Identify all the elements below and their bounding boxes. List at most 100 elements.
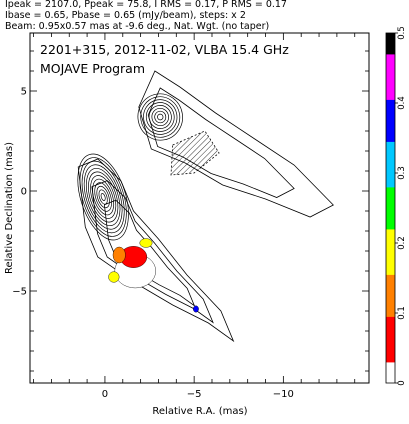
colorbar-tick-label: 0.1 [397, 306, 407, 320]
colorbar-band [386, 379, 395, 384]
colorbar-band [386, 250, 395, 254]
colorbar-band [386, 274, 395, 279]
colorbar-band [386, 204, 395, 209]
negative-contour [170, 130, 220, 176]
core-contour [90, 175, 117, 219]
colorbar-band [386, 57, 395, 62]
colorbar-tick-label: 0.4 [397, 96, 407, 110]
colorbar-band [386, 285, 395, 289]
header-beam-line: Beam: 0.95x0.57 mas at -9.6 deg., Nat. W… [5, 21, 270, 32]
colorbar-band [386, 222, 395, 226]
colorbar-band [386, 173, 395, 177]
y-tick-label: 5 [21, 87, 27, 98]
colorbar-band [386, 362, 395, 366]
map-title: 2201+315, 2012-11-02, VLBA 15.4 GHz [40, 42, 289, 57]
colorbar-band [386, 306, 395, 310]
colorbar-band [386, 309, 395, 314]
colorbar-band [386, 148, 395, 153]
y-axis-label: Relative Declination (mas) [4, 142, 15, 274]
colorbar-band [386, 239, 395, 244]
jet-contour [91, 180, 214, 324]
colorbar-band [386, 124, 395, 128]
colorbar-band [386, 211, 395, 216]
colorbar-band [386, 320, 395, 324]
colorbar-band [386, 64, 395, 69]
colorbar-band [386, 134, 395, 139]
header-stats-line: Ipeak = 2107.0, Ppeak = 75.8, I RMS = 0.… [5, 0, 287, 10]
colorbar-band [386, 236, 395, 240]
colorbar-band [386, 334, 395, 338]
colorbar-band [386, 120, 395, 125]
colorbar-band [386, 47, 395, 51]
colorbar-band [386, 351, 395, 356]
colorbar-band [386, 190, 395, 195]
core-contour [92, 178, 115, 216]
colorbar-band [386, 75, 395, 79]
core-contour [81, 160, 125, 234]
x-tick-label: −5 [187, 389, 202, 400]
colorbar-band [386, 257, 395, 261]
colorbar-band [386, 292, 395, 296]
colorbar-band [386, 71, 395, 76]
knot-contour [151, 107, 169, 127]
colorbar-band [386, 355, 395, 359]
colorbar-band [386, 369, 395, 373]
core-contour [88, 171, 119, 223]
colorbar-band [386, 187, 395, 191]
y-tick-label: −5 [12, 287, 27, 298]
colorbar-band [386, 36, 395, 41]
colorbar-band [386, 327, 395, 331]
colorbar-band [386, 176, 395, 181]
colorbar-band [386, 278, 395, 282]
colorbar-band [386, 358, 395, 363]
colorbar-band [386, 215, 395, 219]
colorbar-band [386, 246, 395, 251]
colorbar-band [386, 243, 395, 247]
colorbar-band [386, 253, 395, 258]
colorbar-band [386, 299, 395, 303]
colorbar-band [386, 61, 395, 65]
colorbar-band [386, 85, 395, 90]
core-contour [100, 193, 106, 201]
colorbar-band [386, 260, 395, 265]
core-contour [98, 189, 108, 205]
colorbar-band [386, 82, 395, 86]
header-base-line: Ibase = 0.65, Pbase = 0.65 (mJy/beam), s… [5, 10, 246, 21]
colorbar-band [386, 341, 395, 345]
colorbar-band [386, 232, 395, 237]
colorbar-band [386, 295, 395, 300]
colorbar-band [386, 152, 395, 156]
colorbar-band [386, 166, 395, 170]
extended-jet-contour [147, 87, 295, 198]
colorbar-band [386, 267, 395, 272]
polarization-patch [193, 305, 199, 313]
colorbar-band [386, 197, 395, 202]
colorbar-band [386, 229, 395, 233]
polarization-patch [108, 271, 120, 283]
colorbar-band [386, 54, 395, 58]
colorbar-band [386, 78, 395, 83]
colorbar-band [386, 337, 395, 342]
colorbar-tick-label: 0.3 [397, 166, 407, 180]
core-contour [83, 164, 123, 230]
colorbar-band [386, 68, 395, 72]
x-tick-label: −10 [273, 389, 294, 400]
knot-contour [143, 99, 178, 135]
colorbar-band [386, 162, 395, 167]
knot-contour [137, 93, 183, 141]
x-axis-label: Relative R.A. (mas) [152, 406, 247, 417]
colorbar-band [386, 96, 395, 100]
colorbar-band [386, 117, 395, 121]
colorbar-band [386, 271, 395, 275]
colorbar-band [386, 183, 395, 188]
polarization-patch [139, 238, 153, 248]
colorbar-band [386, 281, 395, 286]
colorbar-band [386, 194, 395, 198]
knot-contour [148, 105, 172, 129]
colorbar-band [386, 225, 395, 230]
core-contour [85, 167, 121, 227]
colorbar-band [386, 145, 395, 149]
plot-frame [29, 32, 370, 384]
colorbar-tick-label: 0.2 [397, 236, 407, 250]
